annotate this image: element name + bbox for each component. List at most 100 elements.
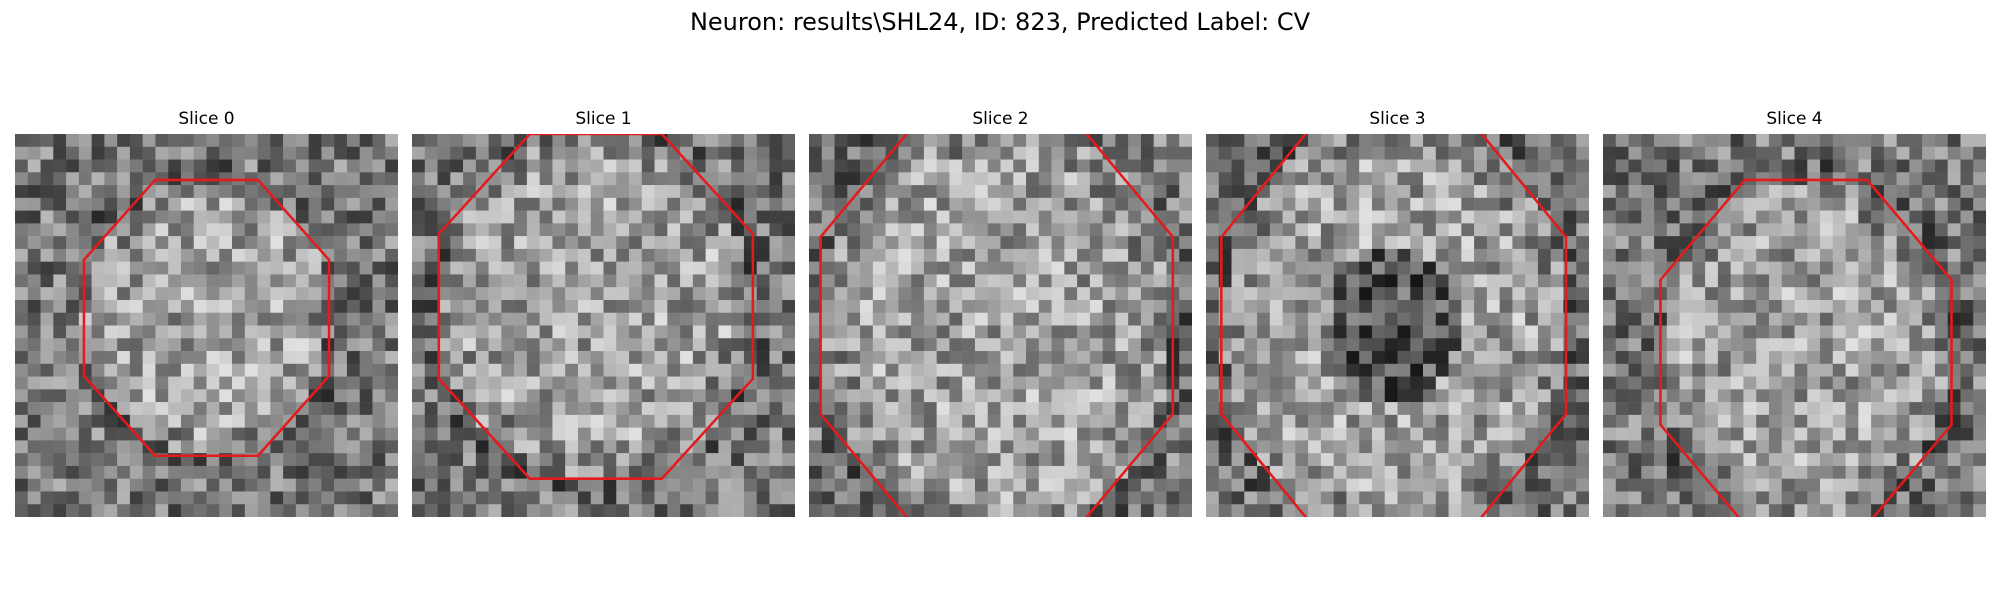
image-pixel — [1807, 197, 1821, 211]
image-pixel — [898, 159, 912, 173]
image-pixel — [1603, 504, 1617, 517]
image-pixel — [1102, 478, 1116, 492]
image-pixel — [270, 338, 284, 352]
image-pixel — [1871, 299, 1885, 313]
image-pixel — [180, 248, 194, 262]
image-pixel — [501, 325, 515, 339]
image-pixel — [539, 504, 553, 517]
image-pixel — [616, 134, 630, 148]
image-pixel — [577, 389, 591, 403]
image-pixel — [1934, 414, 1948, 428]
image-pixel — [1934, 223, 1948, 237]
image-pixel — [577, 491, 591, 505]
image-pixel — [180, 389, 194, 403]
image-pixel — [1628, 236, 1642, 250]
image-pixel — [501, 185, 515, 199]
image-pixel — [1934, 134, 1948, 148]
image-pixel — [782, 465, 795, 479]
image-pixel — [104, 236, 118, 250]
image-pixel — [1320, 134, 1334, 148]
image-pixel — [1371, 427, 1385, 441]
image-pixel — [1179, 197, 1192, 211]
image-pixel — [936, 299, 950, 313]
image-pixel — [1461, 414, 1475, 428]
image-pixel — [692, 299, 706, 313]
image-pixel — [1257, 236, 1271, 250]
image-pixel — [1486, 427, 1500, 441]
image-pixel — [743, 274, 757, 288]
image-pixel — [1883, 274, 1897, 288]
image-pixel — [565, 146, 579, 160]
image-pixel — [412, 465, 426, 479]
image-pixel — [885, 504, 899, 517]
image-pixel — [257, 338, 271, 352]
image-pixel — [117, 248, 131, 262]
image-pixel — [1295, 261, 1309, 275]
image-pixel — [1282, 223, 1296, 237]
image-pixel — [475, 236, 489, 250]
image-pixel — [15, 185, 29, 199]
image-pixel — [244, 159, 258, 173]
image-pixel — [1435, 338, 1449, 352]
image-pixel — [1973, 299, 1986, 313]
image-pixel — [1461, 402, 1475, 416]
image-pixel — [142, 465, 156, 479]
image-pixel — [1423, 287, 1437, 301]
image-pixel — [346, 414, 360, 428]
image-pixel — [1666, 491, 1680, 505]
image-pixel — [295, 287, 309, 301]
image-pixel — [1423, 351, 1437, 365]
image-pixel — [424, 504, 438, 517]
image-pixel — [1820, 185, 1834, 199]
image-pixel — [1064, 351, 1078, 365]
image-pixel — [1359, 478, 1373, 492]
image-pixel — [654, 197, 668, 211]
image-pixel — [1000, 248, 1014, 262]
image-pixel — [53, 210, 67, 224]
image-pixel — [295, 248, 309, 262]
image-pixel — [412, 376, 426, 390]
image-pixel — [1807, 376, 1821, 390]
image-pixel — [308, 223, 322, 237]
image-pixel — [1756, 325, 1770, 339]
image-pixel — [1435, 185, 1449, 199]
image-pixel — [488, 287, 502, 301]
image-pixel — [1871, 274, 1885, 288]
image-pixel — [809, 287, 823, 301]
image-pixel — [1282, 427, 1296, 441]
image-pixel — [1922, 197, 1936, 211]
image-pixel — [155, 376, 169, 390]
image-pixel — [1115, 453, 1129, 467]
image-pixel — [616, 338, 630, 352]
image-pixel — [1448, 299, 1462, 313]
image-pixel — [1512, 185, 1526, 199]
image-pixel — [1000, 312, 1014, 326]
image-pixel — [155, 325, 169, 339]
image-pixel — [117, 376, 131, 390]
image-pixel — [1206, 146, 1220, 160]
image-pixel — [437, 504, 451, 517]
image-pixel — [1166, 146, 1180, 160]
image-pixel — [53, 223, 67, 237]
image-pixel — [1423, 402, 1437, 416]
image-pixel — [692, 376, 706, 390]
image-pixel — [1179, 236, 1192, 250]
image-pixel — [743, 299, 757, 313]
image-pixel — [1807, 248, 1821, 262]
image-pixel — [1947, 210, 1961, 224]
image-pixel — [847, 389, 861, 403]
image-pixel — [117, 185, 131, 199]
image-pixel — [1858, 210, 1872, 224]
image-pixel — [756, 402, 770, 416]
image-pixel — [1282, 159, 1296, 173]
image-pixel — [1179, 453, 1192, 467]
image-pixel — [911, 453, 925, 467]
image-pixel — [1960, 197, 1974, 211]
image-pixel — [15, 210, 29, 224]
image-pixel — [244, 134, 258, 148]
image-pixel — [346, 504, 360, 517]
image-pixel — [1474, 351, 1488, 365]
image-pixel — [142, 146, 156, 160]
image-pixel — [821, 159, 835, 173]
image-pixel — [129, 172, 143, 186]
